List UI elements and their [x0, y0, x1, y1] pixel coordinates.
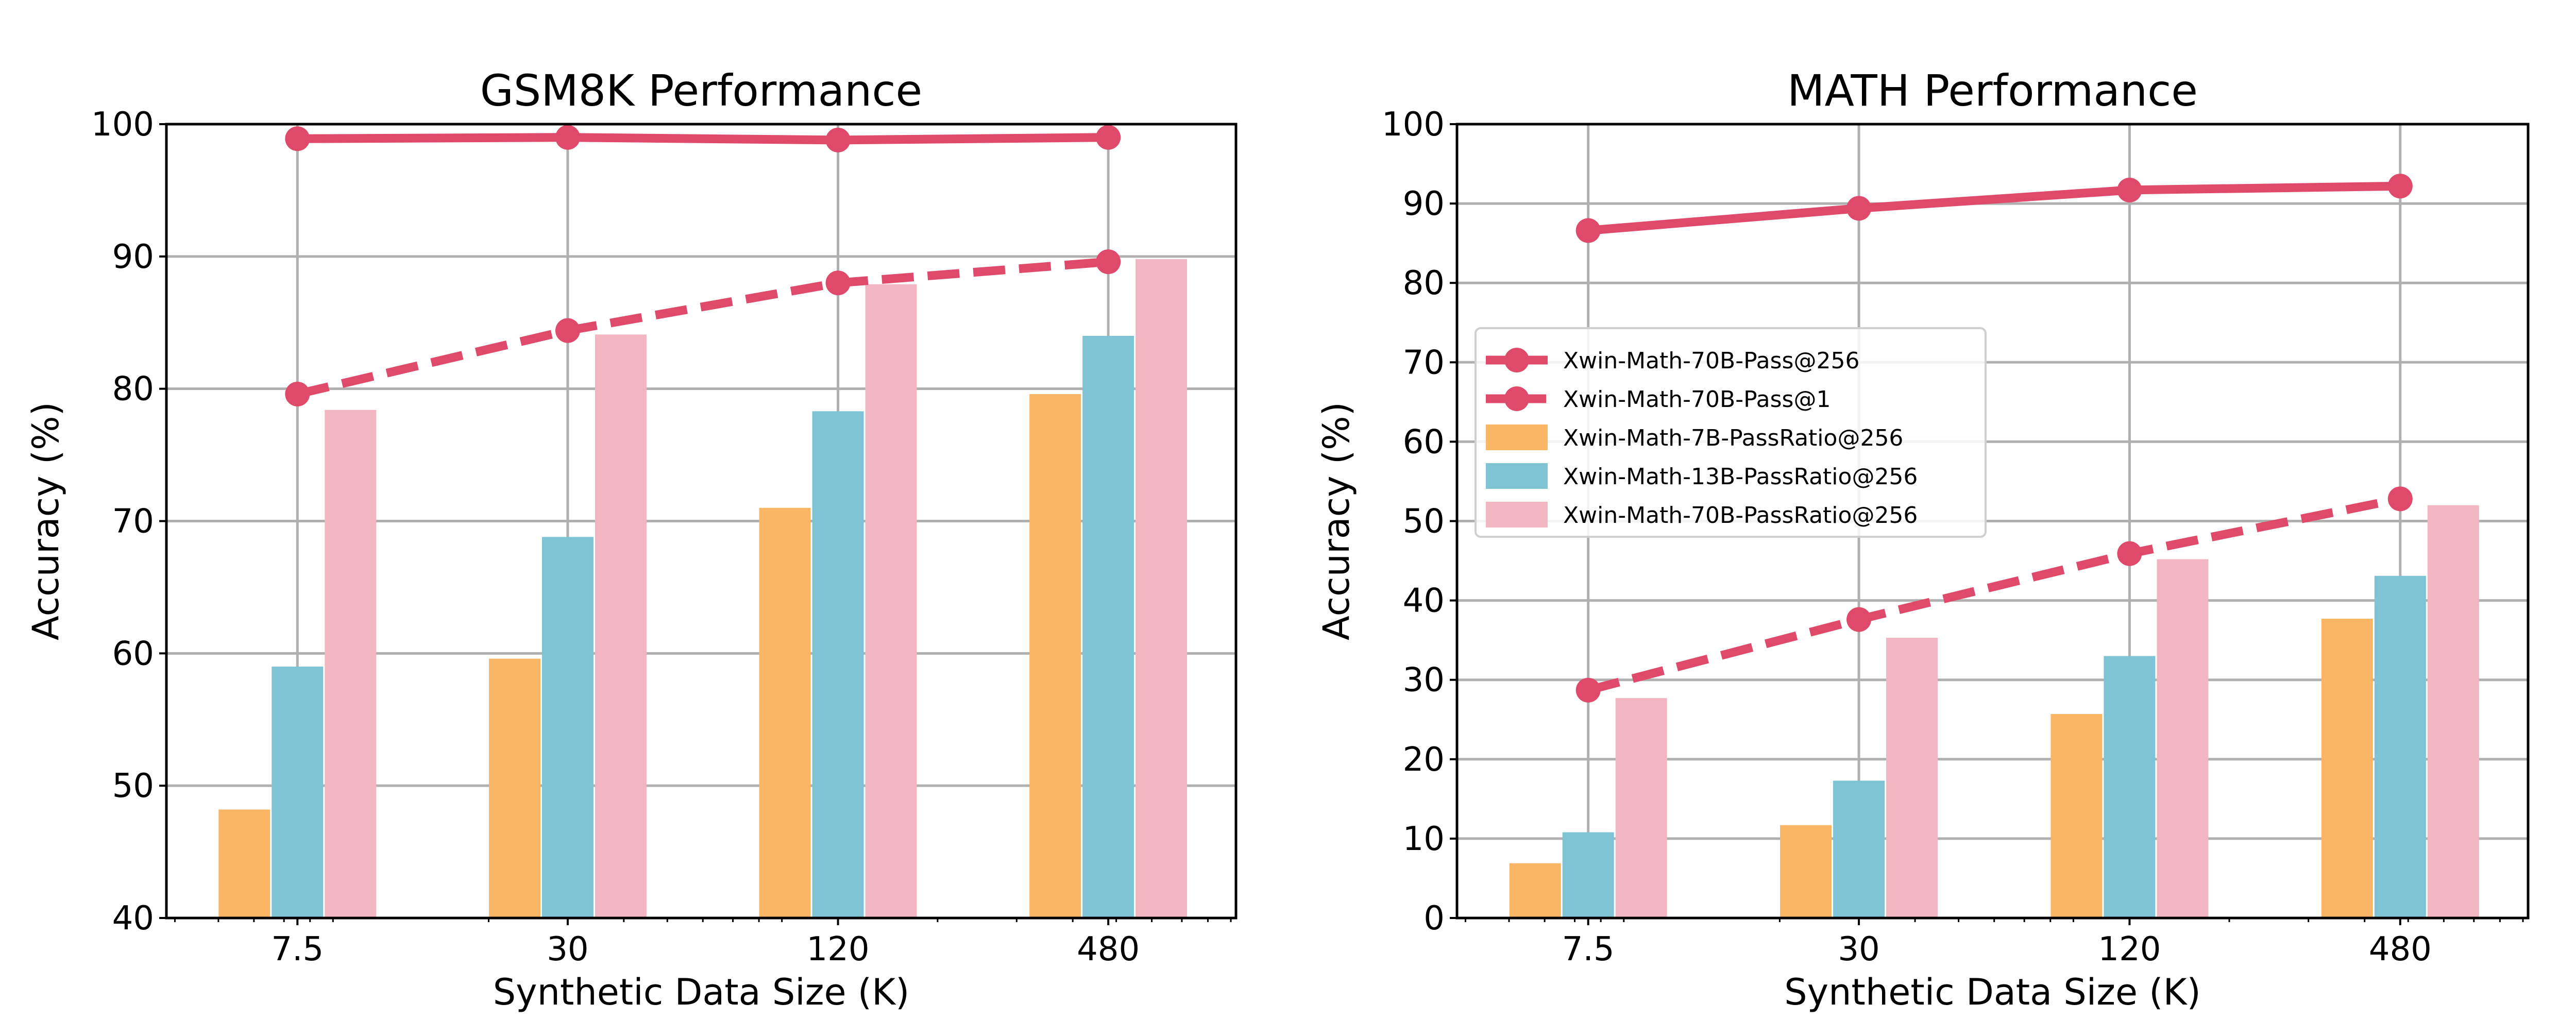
- marker-xwin-math-70b-pass@256: [1575, 218, 1601, 243]
- bar-xwin-math-7b-passratio@256: [2050, 713, 2103, 918]
- y-tick-label: 50: [1403, 503, 1445, 541]
- x-tick-label: 7.5: [1562, 930, 1615, 968]
- bar-xwin-math-70b-passratio@256: [1886, 638, 1938, 918]
- legend-label: Xwin-Math-70B-Pass@256: [1563, 348, 1859, 374]
- y-tick-label: 90: [112, 238, 154, 276]
- legend-swatch-bar: [1486, 424, 1548, 450]
- y-tick-label: 100: [91, 106, 154, 144]
- chart-1: 0 10 20 30 40 50 60 70 80 90 100 7.5 30 120 480 MATH Pe…: [1315, 65, 2530, 1013]
- bar-xwin-math-13b-passratio@256: [1082, 335, 1134, 918]
- marker-xwin-math-70b-pass@1: [1846, 607, 1872, 632]
- marker-xwin-math-70b-pass@256: [2387, 174, 2413, 199]
- bar-xwin-math-7b-passratio@256: [2321, 619, 2373, 918]
- bar-xwin-math-70b-passratio@256: [595, 334, 647, 918]
- legend-label: Xwin-Math-70B-PassRatio@256: [1563, 502, 1918, 529]
- x-axis-label: Synthetic Data Size (K): [1784, 971, 2201, 1013]
- x-axis-label: Synthetic Data Size (K): [493, 971, 910, 1013]
- marker-xwin-math-70b-pass@1: [2387, 486, 2413, 512]
- y-tick-label: 40: [1403, 582, 1445, 620]
- legend-swatch-marker: [1504, 348, 1529, 372]
- marker-xwin-math-70b-pass@1: [2117, 541, 2142, 566]
- chart-0: 40 50 60 70 80 90 100 7.5 30 120 480 GSM8K Performa…: [25, 65, 1238, 1013]
- bar-xwin-math-7b-passratio@256: [488, 658, 540, 918]
- bar-xwin-math-70b-passratio@256: [2157, 559, 2209, 918]
- legend-item: Xwin-Math-13B-PassRatio@256: [1486, 463, 1918, 490]
- y-axis-label: Accuracy (%): [25, 402, 67, 640]
- y-tick-label: 0: [1423, 899, 1445, 938]
- bar-xwin-math-13b-passratio@256: [812, 411, 864, 918]
- y-tick-label: 60: [1403, 423, 1445, 461]
- bar-xwin-math-13b-passratio@256: [2374, 575, 2426, 918]
- bar-xwin-math-7b-passratio@256: [759, 507, 811, 918]
- line-xwin-math-70b-pass@1: [1587, 495, 2401, 694]
- bar-xwin-math-70b-passratio@256: [865, 284, 917, 918]
- legend-item: Xwin-Math-70B-Pass@256: [1486, 348, 1859, 374]
- x-tick-label: 7.5: [271, 930, 324, 968]
- marker-xwin-math-70b-pass@1: [555, 318, 580, 343]
- legend-item: Xwin-Math-70B-PassRatio@256: [1486, 502, 1918, 529]
- line-xwin-math-70b-pass@256: [297, 133, 1109, 145]
- x-tick-label: 480: [1077, 930, 1140, 968]
- legend-swatch-marker: [1504, 386, 1529, 411]
- bar-xwin-math-7b-passratio@256: [218, 809, 270, 918]
- bar-xwin-math-70b-passratio@256: [1136, 259, 1188, 919]
- x-tick-label: 30: [547, 930, 588, 968]
- legend-item: Xwin-Math-7B-PassRatio@256: [1486, 424, 1903, 451]
- legend-swatch-bar: [1486, 463, 1548, 489]
- y-tick-label: 20: [1403, 741, 1445, 779]
- bar-xwin-math-13b-passratio@256: [541, 537, 594, 918]
- y-tick-label: 40: [112, 899, 154, 938]
- legend: Xwin-Math-70B-Pass@256 Xwin-Math-70B-Pass…: [1475, 327, 1987, 538]
- line-xwin-math-70b-pass@1: [296, 257, 1109, 399]
- marker-xwin-math-70b-pass@256: [555, 125, 580, 150]
- bar-xwin-math-70b-passratio@256: [325, 410, 377, 918]
- bar-xwin-math-7b-passratio@256: [1029, 394, 1081, 918]
- marker-xwin-math-70b-pass@1: [1575, 677, 1601, 703]
- line-xwin-math-70b-pass@256: [1587, 181, 2400, 235]
- bar-xwin-math-13b-passratio@256: [1562, 832, 1614, 918]
- bar-xwin-math-13b-passratio@256: [1833, 780, 1885, 918]
- bar-xwin-math-13b-passratio@256: [2104, 656, 2156, 918]
- y-tick-label: 30: [1403, 661, 1445, 700]
- marker-xwin-math-70b-pass@256: [285, 126, 310, 151]
- y-axis-label: Accuracy (%): [1315, 402, 1358, 640]
- x-tick-label: 480: [2369, 930, 2432, 968]
- legend-label: Xwin-Math-7B-PassRatio@256: [1563, 425, 1903, 451]
- y-tick-label: 100: [1382, 106, 1445, 144]
- y-tick-label: 70: [112, 503, 154, 541]
- legend-box: [1475, 327, 1987, 538]
- marker-xwin-math-70b-pass@1: [825, 270, 851, 296]
- legend-item: Xwin-Math-70B-Pass@1: [1486, 386, 1831, 413]
- legend-label: Xwin-Math-70B-Pass@1: [1563, 386, 1831, 413]
- legend-swatch-bar: [1486, 502, 1548, 528]
- x-tick-label: 120: [2098, 930, 2161, 968]
- marker-xwin-math-70b-pass@256: [2117, 177, 2142, 202]
- bar-xwin-math-13b-passratio@256: [272, 667, 324, 918]
- chart-title: GSM8K Performance: [480, 65, 922, 116]
- marker-xwin-math-70b-pass@1: [1096, 249, 1121, 275]
- axes-frame: [165, 123, 1238, 920]
- axes-frame: [1455, 123, 2530, 920]
- bar-xwin-math-7b-passratio@256: [1509, 863, 1561, 918]
- y-tick-label: 60: [112, 635, 154, 673]
- marker-xwin-math-70b-pass@256: [825, 127, 851, 152]
- bar-xwin-math-70b-passratio@256: [2427, 505, 2479, 918]
- legend-label: Xwin-Math-13B-PassRatio@256: [1563, 464, 1918, 490]
- marker-xwin-math-70b-pass@256: [1096, 125, 1121, 150]
- y-tick-label: 70: [1403, 344, 1445, 382]
- y-tick-label: 10: [1403, 820, 1445, 858]
- y-tick-label: 80: [112, 370, 154, 409]
- y-tick-label: 90: [1403, 185, 1445, 223]
- bar-xwin-math-7b-passratio@256: [1780, 825, 1832, 918]
- x-tick-label: 120: [806, 930, 869, 968]
- marker-xwin-math-70b-pass@1: [285, 381, 310, 406]
- marker-xwin-math-70b-pass@256: [1846, 196, 1872, 221]
- y-tick-label: 80: [1403, 264, 1445, 302]
- y-tick-label: 50: [112, 767, 154, 805]
- bar-xwin-math-70b-passratio@256: [1615, 698, 1667, 918]
- x-tick-label: 30: [1838, 930, 1879, 968]
- chart-title: MATH Performance: [1787, 65, 2198, 116]
